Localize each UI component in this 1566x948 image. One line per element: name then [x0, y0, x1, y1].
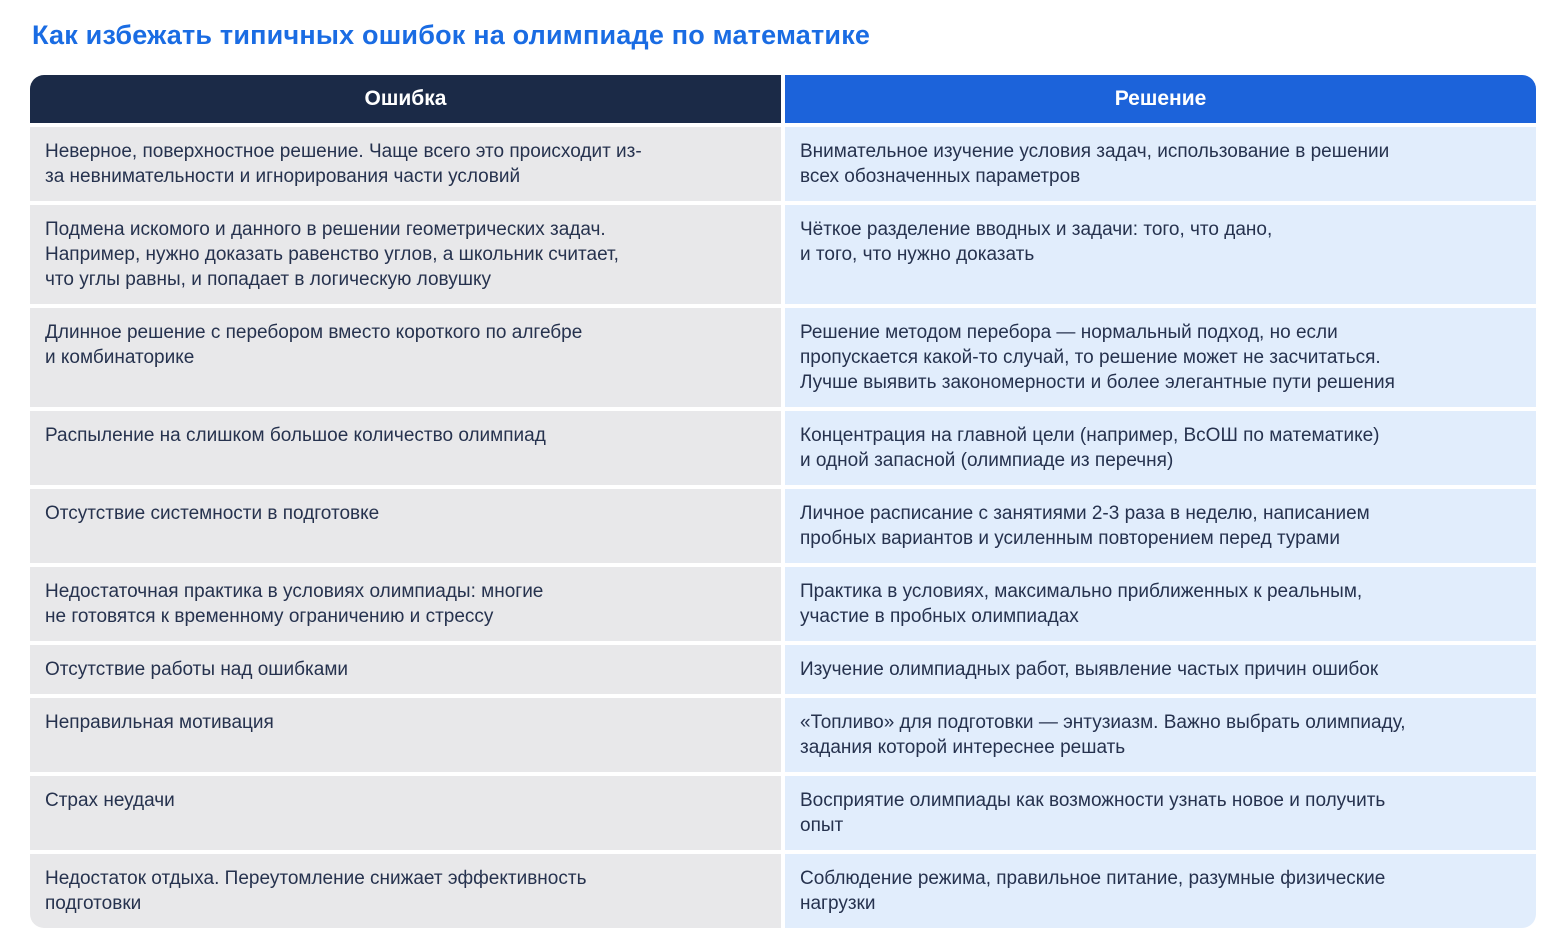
- mistake-cell: Отсутствие системности в подготовке: [30, 489, 781, 563]
- solution-cell: Восприятие олимпиады как возможности узн…: [785, 776, 1536, 850]
- page-title: Как избежать типичных ошибок на олимпиад…: [32, 20, 871, 50]
- mistakes-solutions-table: Ошибка Решение Неверное, поверхностное р…: [30, 75, 1536, 928]
- mistake-cell: Неверное, поверхностное решение. Чаще вс…: [30, 127, 781, 201]
- solution-cell: «Топливо» для подготовки — энтузиазм. Ва…: [785, 698, 1536, 772]
- mistake-cell: Подмена искомого и данного в решении гео…: [30, 205, 781, 304]
- mistake-cell: Неправильная мотивация: [30, 698, 781, 772]
- solution-cell: Изучение олимпиадных работ, выявление ча…: [785, 645, 1536, 694]
- solution-cell: Внимательное изучение условия задач, исп…: [785, 127, 1536, 201]
- column-header-mistake: Ошибка: [30, 75, 781, 123]
- mistake-cell: Недостаточная практика в условиях олимпи…: [30, 567, 781, 641]
- mistake-cell: Распыление на слишком большое количество…: [30, 411, 781, 485]
- solution-cell: Решение методом перебора — нормальный по…: [785, 308, 1536, 407]
- solution-cell: Чёткое разделение вводных и задачи: того…: [785, 205, 1536, 304]
- mistake-cell: Страх неудачи: [30, 776, 781, 850]
- solution-cell: Практика в условиях, максимально приближ…: [785, 567, 1536, 641]
- column-header-solution: Решение: [785, 75, 1536, 123]
- solution-cell: Концентрация на главной цели (например, …: [785, 411, 1536, 485]
- solution-cell: Соблюдение режима, правильное питание, р…: [785, 854, 1536, 928]
- mistake-cell: Недостаток отдыха. Переутомление снижает…: [30, 854, 781, 928]
- mistake-cell: Отсутствие работы над ошибками: [30, 645, 781, 694]
- mistake-cell: Длинное решение с перебором вместо корот…: [30, 308, 781, 407]
- solution-cell: Личное расписание с занятиями 2-3 раза в…: [785, 489, 1536, 563]
